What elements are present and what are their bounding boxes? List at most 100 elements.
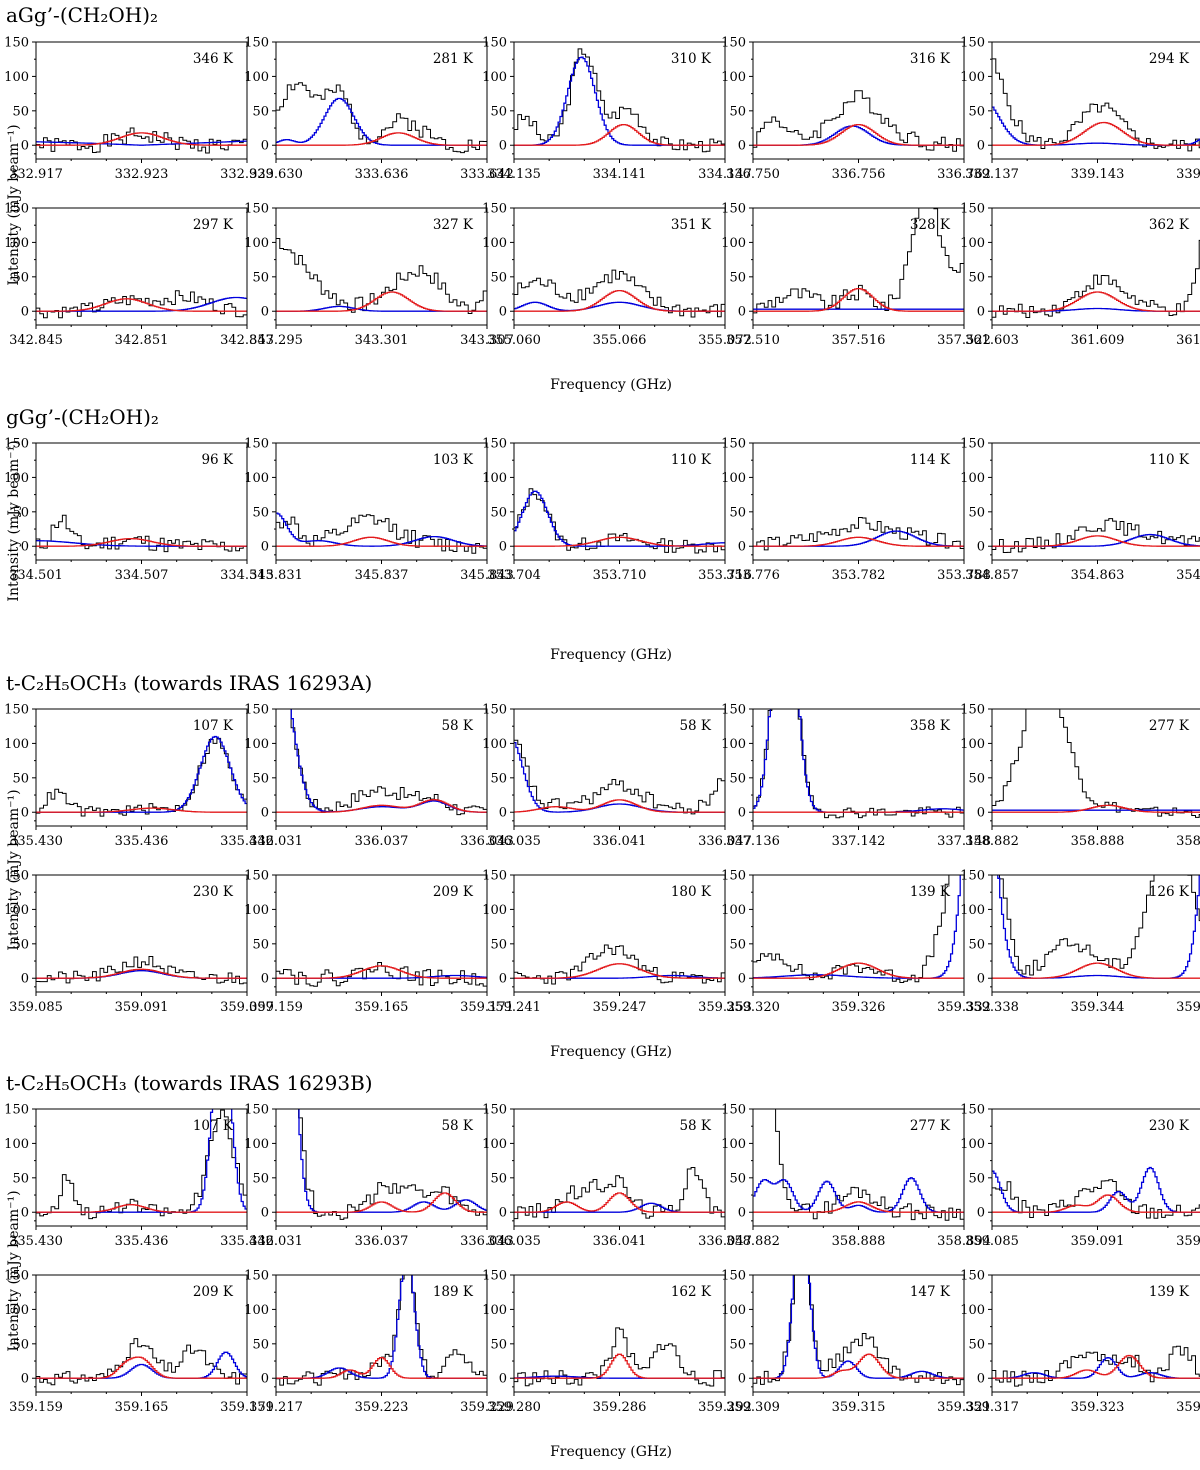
observed-spectrum — [514, 48, 725, 153]
x-tick-label: 335.436 — [115, 1234, 169, 1249]
plot-area — [276, 962, 487, 987]
plot-area — [36, 956, 247, 985]
model-red-curve — [514, 799, 725, 813]
y-tick-label: 0 — [738, 1206, 746, 1221]
x-tick-label: 353.788 — [937, 568, 991, 583]
model-blue-curve — [753, 530, 964, 547]
x-tick-label: 354.863 — [1071, 568, 1125, 583]
y-tick-label: 50 — [12, 104, 29, 119]
observed-spectrum — [753, 208, 964, 314]
observed-spectrum — [514, 1327, 725, 1387]
y-tick-label: 150 — [244, 869, 269, 884]
x-tick-label: 343.307 — [460, 333, 514, 348]
y-tick-label: 50 — [729, 771, 746, 786]
y-tick-label: 100 — [960, 70, 985, 85]
observed-spectrum — [514, 1167, 725, 1220]
y-tick-label: 100 — [960, 1137, 985, 1152]
y-tick-label: 100 — [4, 903, 29, 918]
model-red-curve — [992, 804, 1200, 813]
plot-area — [514, 944, 725, 985]
y-tick-label: 150 — [721, 703, 746, 718]
temperature-label: 96 K — [201, 452, 233, 468]
y-tick-label: 50 — [729, 1171, 746, 1186]
x-tick-label: 359.247 — [593, 1000, 647, 1015]
x-tick-label: 359.159 — [9, 1400, 63, 1415]
y-tick-label: 0 — [499, 1206, 507, 1221]
x-tick-label: 336.041 — [593, 834, 647, 849]
y-tick-label: 100 — [482, 1303, 507, 1318]
x-tick-label: 336.031 — [249, 1234, 303, 1249]
y-tick-label: 100 — [482, 1137, 507, 1152]
x-tick-label: 335.436 — [115, 834, 169, 849]
y-tick-label: 150 — [244, 703, 269, 718]
y-tick-label: 0 — [977, 540, 985, 555]
x-tick-label: 339.143 — [1071, 167, 1125, 182]
x-tick-label: 336.035 — [487, 1234, 541, 1249]
y-tick-label: 0 — [261, 540, 269, 555]
y-tick-label: 100 — [721, 70, 746, 85]
x-tick-label: 343.295 — [249, 333, 303, 348]
x-tick-label: 336.043 — [460, 1234, 514, 1249]
y-tick-label: 50 — [252, 1171, 269, 1186]
spectrum-panel: 0 50 100 150 337.136 337.142 337.148 358 K — [721, 703, 991, 850]
y-tick-label: 100 — [244, 903, 269, 918]
section-title: t-C₂H₅OCH₃ (towards IRAS 16293A) — [6, 671, 372, 695]
y-tick-label: 0 — [499, 972, 507, 987]
model-blue-curve — [514, 490, 725, 547]
x-tick-label: 353.704 — [487, 568, 541, 583]
x-tick-label: 342.857 — [220, 333, 274, 348]
x-tick-label: 353.716 — [698, 568, 752, 583]
model-red-curve — [36, 132, 247, 146]
x-tick-label: 332.929 — [220, 167, 274, 182]
spectrum-panel: 0 50 100 150 335.430 335.436 335.442 107 K — [4, 703, 274, 850]
x-tick-label: 335.430 — [9, 1234, 63, 1249]
temperature-label: 209 K — [433, 884, 474, 900]
y-tick-label: 50 — [729, 104, 746, 119]
model-red-curve — [276, 536, 487, 547]
y-tick-label: 0 — [977, 972, 985, 987]
model-blue-curve — [298, 1109, 487, 1213]
spectrum-panel: 0 50 100 150 358.882 358.888 358.894 277 K — [721, 1103, 991, 1250]
y-tick-label: 100 — [244, 1303, 269, 1318]
x-tick-label: 359.171 — [220, 1400, 274, 1415]
model-blue-curve — [992, 1166, 1200, 1213]
y-tick-label: 150 — [482, 1103, 507, 1118]
x-tick-label: 358.888 — [832, 1234, 886, 1249]
x-tick-label: 357.510 — [726, 333, 780, 348]
x-tick-label: 355.060 — [487, 333, 541, 348]
model-blue-curve — [36, 1351, 247, 1379]
x-tick-label: 358.894 — [937, 1234, 991, 1249]
plot-area — [36, 1338, 247, 1386]
model-red-curve — [514, 963, 725, 979]
y-tick-label: 50 — [252, 270, 269, 285]
plot-area — [753, 709, 964, 819]
y-tick-label: 100 — [482, 737, 507, 752]
model-red-curve — [753, 536, 964, 547]
x-tick-label: 359.241 — [487, 1000, 541, 1015]
y-tick-label: 50 — [252, 771, 269, 786]
x-tick-label: 336.750 — [726, 167, 780, 182]
x-tick-label: 359.338 — [965, 1000, 1019, 1015]
y-tick-label: 0 — [21, 540, 29, 555]
observed-spectrum — [36, 290, 247, 319]
spectrum-panel: 0 50 100 150 353.776 353.782 353.788 114 K — [721, 437, 991, 584]
spectrum-panel: 0 50 100 150 333.630 333.636 333.642 281 K — [244, 36, 514, 183]
observed-spectrum — [514, 739, 725, 815]
x-tick-label: 359.229 — [460, 1400, 514, 1415]
x-tick-label: 337.148 — [937, 834, 991, 849]
y-tick-label: 0 — [977, 305, 985, 320]
plot-area — [992, 58, 1200, 152]
model-red-curve — [992, 535, 1200, 547]
temperature-label: 277 K — [1149, 718, 1190, 734]
x-tick-label: 359.323 — [1071, 1400, 1125, 1415]
y-tick-label: 50 — [490, 270, 507, 285]
x-tick-label: 354.869 — [1176, 568, 1200, 583]
x-tick-label: 345.831 — [249, 568, 303, 583]
spectrum-panel: 0 50 100 150 354.857 354.863 354.869 110 K — [960, 437, 1200, 583]
temperature-label: 58 K — [441, 718, 473, 734]
temperature-label: 362 K — [1149, 217, 1190, 233]
observed-spectrum — [276, 514, 487, 554]
x-tick-label: 343.301 — [355, 333, 409, 348]
model-red-curve — [36, 968, 247, 979]
model-red-curve — [992, 1194, 1200, 1213]
